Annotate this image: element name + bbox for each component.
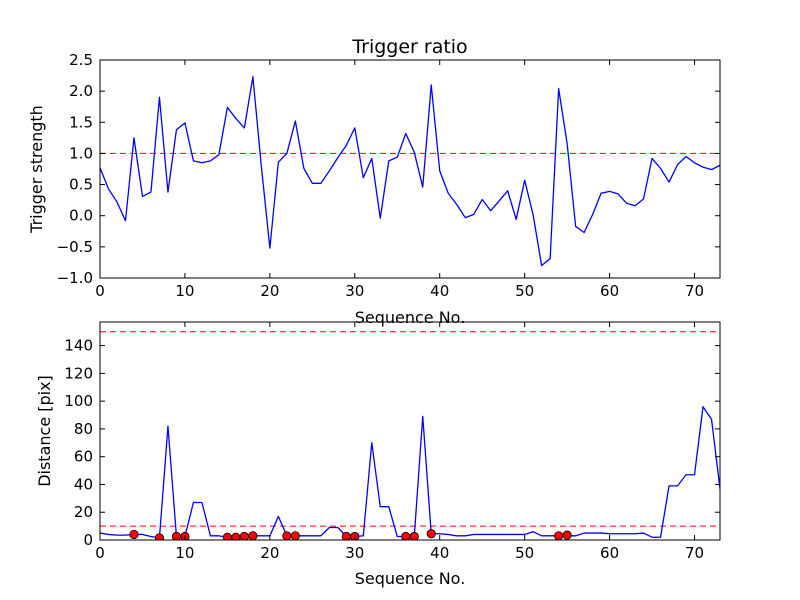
x-axis-label-bottom: Sequence No.	[355, 569, 466, 588]
y-tick-label: 0	[83, 531, 93, 549]
y-tick-label: 80	[74, 420, 93, 438]
x-tick-label: 30	[345, 282, 364, 300]
y-tick-label: 20	[74, 503, 93, 521]
y-tick-label: 40	[74, 475, 93, 493]
data-point-marker	[248, 531, 258, 540]
data-point-marker	[290, 531, 300, 540]
x-tick-label: 40	[430, 544, 449, 562]
y-axis-label-bottom: Distance [pix]	[35, 375, 54, 487]
y-axis-label-top: Trigger strength	[27, 105, 46, 234]
x-tick-label: 60	[600, 544, 619, 562]
trigger-ratio-ticks: 0 10 20 30 40 50 60 70 −1.0 −0.5 0.0 0.5 1.0 1.5 2.0 2.…	[57, 51, 720, 300]
x-tick-label: 70	[685, 544, 704, 562]
y-tick-label: 0.0	[69, 207, 93, 225]
data-point-marker	[426, 529, 436, 539]
distance-plot-area	[100, 331, 720, 540]
y-tick-label: 60	[74, 448, 93, 466]
x-tick-label: 0	[95, 544, 105, 562]
data-point-marker	[282, 531, 292, 540]
x-tick-label: 70	[685, 282, 704, 300]
x-tick-label: 20	[260, 544, 279, 562]
x-tick-label: 20	[260, 282, 279, 300]
x-tick-label: 10	[175, 282, 194, 300]
series-line	[100, 76, 720, 267]
x-tick-label: 0	[95, 282, 105, 300]
data-point-marker	[401, 531, 411, 540]
data-point-marker	[239, 531, 249, 540]
y-tick-label: 140	[64, 337, 93, 355]
data-point-marker	[562, 530, 572, 540]
data-point-marker	[171, 531, 182, 540]
y-tick-label: 1.5	[69, 113, 93, 131]
x-tick-label: 30	[345, 544, 364, 562]
y-tick-label: 100	[64, 392, 93, 410]
x-axis-label-top: Sequence No.	[355, 308, 466, 327]
data-point-marker	[154, 533, 165, 540]
distance-plot: 0 10 20 30 40 50 60 70 0 20 40 60 80 100 120 140 Sequen…	[35, 321, 721, 588]
x-tick-label: 50	[515, 282, 534, 300]
x-tick-label: 10	[175, 544, 194, 562]
y-tick-label: 1.0	[69, 144, 93, 162]
data-point-marker	[129, 529, 139, 540]
chart-title: Trigger ratio	[351, 36, 467, 58]
data-point-marker	[554, 531, 564, 540]
data-point-marker	[341, 531, 351, 540]
trigger-ratio-plot-area	[100, 76, 720, 267]
distance-ticks: 0 10 20 30 40 50 60 70 0 20 40 60 80 100 120 140	[64, 322, 720, 562]
y-tick-label: 0.5	[69, 176, 93, 194]
y-tick-label: 2.0	[69, 82, 93, 100]
y-tick-label: 120	[64, 364, 93, 382]
x-tick-label: 60	[600, 282, 619, 300]
y-tick-label: −0.5	[57, 238, 93, 256]
trigger-ratio-plot: Trigger ratio 0 10 20 30 40 50 60 70 −1.0 −0.5 0.0…	[27, 36, 721, 327]
distance-frame	[99, 321, 721, 541]
x-tick-label: 50	[515, 544, 534, 562]
trigger-ratio-frame	[99, 59, 721, 279]
y-tick-label: −1.0	[57, 269, 93, 287]
y-tick-label: 2.5	[69, 51, 93, 69]
x-tick-label: 40	[430, 282, 449, 300]
data-point-marker	[409, 531, 419, 540]
